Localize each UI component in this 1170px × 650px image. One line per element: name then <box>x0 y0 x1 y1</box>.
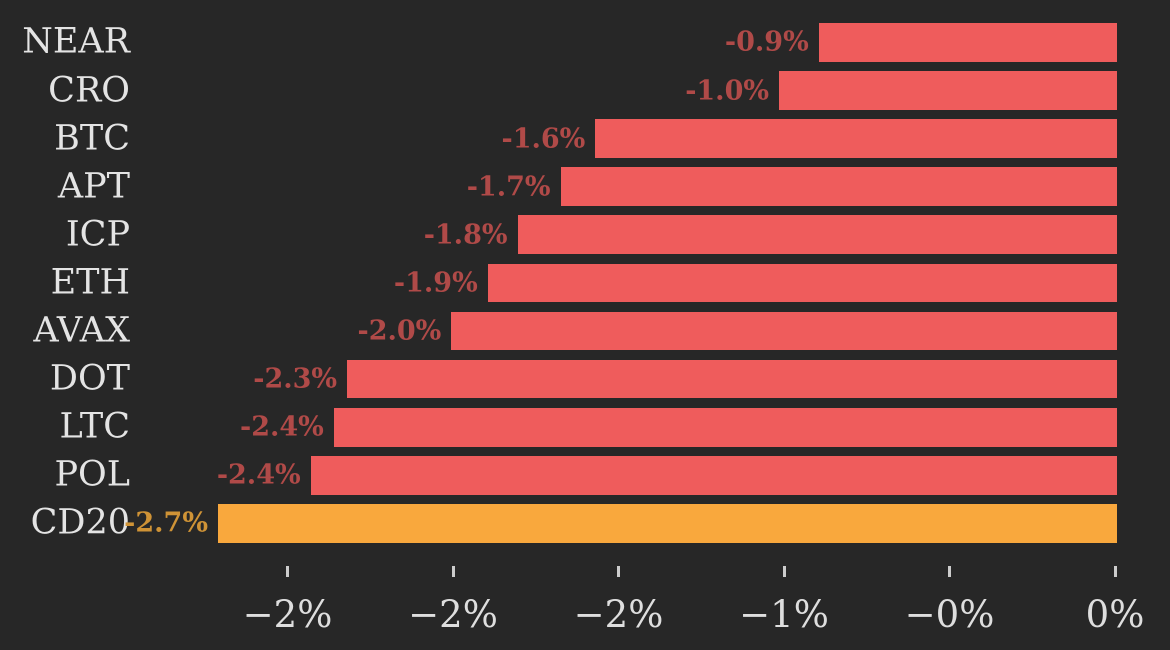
category-label-avax: AVAX <box>33 310 130 351</box>
bar-value-label-cro: -1.0% <box>685 75 770 106</box>
axis-tick-mark-1 <box>451 566 455 577</box>
bar-near <box>818 23 1117 62</box>
axis-tick-mark-4 <box>948 566 951 577</box>
category-label-icp: ICP <box>65 214 130 255</box>
bar-value-label-apt: -1.7% <box>466 171 551 203</box>
bar-value-label-ltc: -2.4% <box>239 411 324 443</box>
category-label-near: NEAR <box>22 21 130 62</box>
category-label-dot: DOT <box>49 358 130 399</box>
bar-avax <box>451 311 1117 351</box>
bar-apt <box>560 167 1117 207</box>
axis-tick-mark-5 <box>1113 566 1117 577</box>
axis-tick-label-3: −1% <box>739 593 829 636</box>
axis-tick-label-4: −0% <box>904 593 995 636</box>
highlight-bar-cd20 <box>217 504 1117 543</box>
bar-ltc <box>333 407 1117 447</box>
bar-btc <box>595 119 1117 158</box>
bar-value-label-dot: -2.3% <box>253 363 338 395</box>
bar-value-label-avax: -2.0% <box>357 315 442 347</box>
axis-tick-mark-3 <box>782 566 786 577</box>
bar-value-label-pol: -2.4% <box>216 459 301 491</box>
category-label-pol: POL <box>54 454 131 495</box>
bar-value-label-near: -0.9% <box>724 26 809 58</box>
axis-tick-label-1: −2% <box>408 593 498 636</box>
axis-tick-label-5: 0% <box>1085 593 1145 636</box>
bar-cro <box>779 71 1117 110</box>
bar-dot <box>347 359 1117 399</box>
bar-value-label-cd20: -2.7% <box>124 507 208 539</box>
bar-value-label-eth: -1.9% <box>393 267 478 299</box>
category-label-cro: CRO <box>48 70 130 110</box>
bar-value-label-btc: -1.6% <box>501 123 586 155</box>
bar-eth <box>487 263 1117 303</box>
axis-tick-label-0: −2% <box>242 593 333 636</box>
axis-tick-mark-0 <box>286 566 289 577</box>
axis-tick-mark-2 <box>617 566 620 577</box>
axis-tick-label-2: −2% <box>573 593 664 636</box>
bar-pol <box>310 455 1117 495</box>
category-label-btc: BTC <box>54 118 130 159</box>
category-label-cd20: CD20 <box>30 502 130 543</box>
bar-value-label-icp: -1.8% <box>423 219 508 251</box>
category-label-ltc: LTC <box>59 406 130 447</box>
bar-icp <box>517 215 1117 255</box>
category-label-apt: APT <box>57 166 130 207</box>
category-label-eth: ETH <box>50 262 130 303</box>
